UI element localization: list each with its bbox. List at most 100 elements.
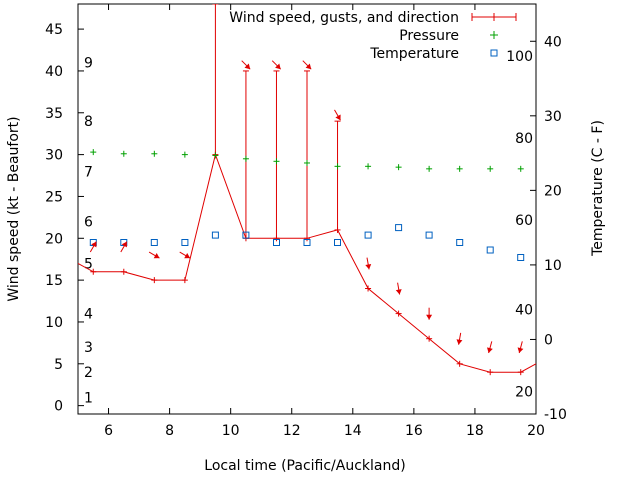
- legend-temperature-sample: [490, 49, 498, 57]
- gust-bar: [212, 4, 219, 155]
- wind-direction-arrows: [89, 60, 524, 354]
- temperature-point: [181, 239, 189, 246]
- y-left-tick-label: 45: [45, 22, 63, 38]
- x-tick-label: 18: [466, 423, 484, 439]
- wind-speed-point: [365, 285, 372, 292]
- y-left-tick-label: 5: [54, 357, 63, 373]
- wind-speed-point: [120, 268, 127, 275]
- pressure-point: [517, 165, 524, 172]
- temperature-point: [395, 224, 403, 232]
- wind-speed-point: [90, 268, 97, 275]
- y-left-tick-label: 30: [45, 148, 63, 164]
- wind-speed-point: [487, 369, 494, 376]
- temperature-point: [517, 254, 525, 261]
- legend-pressure-label: Pressure: [399, 28, 459, 44]
- y-left-tick-label: 0: [54, 399, 63, 415]
- fahrenheit-label: 20: [515, 385, 533, 401]
- wind-speed-point: [181, 277, 188, 284]
- temperature-points: [89, 224, 525, 261]
- temperature-point: [486, 246, 494, 254]
- legend-pressure-sample: [490, 31, 498, 39]
- pressure-point: [90, 149, 97, 156]
- beaufort-label: 6: [84, 215, 93, 231]
- x-tick-label: 6: [104, 423, 113, 439]
- gust-bar: [273, 70, 280, 239]
- wind-speed-point: [517, 369, 524, 376]
- x-tick-label: 8: [165, 423, 174, 439]
- wind-speed-point: [456, 360, 463, 367]
- y-left-tick-label: 20: [45, 231, 63, 247]
- temperature-point: [364, 231, 372, 239]
- temperature-point: [425, 231, 433, 239]
- beaufort-label: 9: [84, 56, 93, 72]
- wind-speed-point: [304, 235, 310, 242]
- wind-direction-arrow: [302, 60, 312, 70]
- wind-direction-arrow: [148, 251, 160, 259]
- x-tick-label: 14: [344, 423, 362, 439]
- y-left-tick-label: 35: [45, 106, 63, 122]
- beaufort-label: 2: [84, 365, 93, 381]
- pressure-point: [456, 165, 463, 172]
- legend-temperature-label: Temperature: [369, 46, 459, 62]
- temperature-point: [273, 239, 280, 246]
- pressure-point: [151, 150, 158, 157]
- fahrenheit-scale: 20 40 60 80 100: [506, 49, 533, 400]
- y-left-tick-label: 25: [45, 189, 63, 205]
- wind-direction-arrow: [334, 109, 341, 121]
- fahrenheit-label: 40: [515, 303, 533, 319]
- y-axis-left-label: Wind speed (kt - Beaufort): [6, 116, 22, 301]
- temperature-point: [150, 239, 158, 246]
- wind-direction-arrow: [89, 241, 97, 253]
- beaufort-label: 8: [84, 114, 93, 130]
- wind-speed-point: [151, 277, 158, 284]
- y-right-tick-label: 40: [544, 34, 562, 50]
- temperature-point: [334, 239, 341, 246]
- wind-direction-arrow: [487, 341, 493, 354]
- pressure-point: [304, 159, 310, 166]
- legend-wind-sample: [471, 13, 517, 21]
- y-axis-left: 0 5 10 15 20 25 30 35 40 45: [45, 22, 84, 415]
- wind-direction-arrow: [456, 332, 463, 345]
- wind-direction-arrow: [517, 341, 524, 354]
- pressure-point: [487, 165, 494, 172]
- beaufort-label: 5: [84, 256, 93, 272]
- x-tick-label: 10: [222, 423, 240, 439]
- y-left-tick-label: 40: [45, 64, 63, 80]
- pressure-point: [365, 163, 372, 170]
- temperature-point: [211, 231, 219, 239]
- legend: Wind speed, gusts, and direction Pressur…: [229, 10, 517, 62]
- y-right-tick-label: 30: [544, 109, 562, 125]
- pressure-point: [181, 151, 188, 158]
- temperature-point: [456, 239, 464, 246]
- x-tick-label: 12: [283, 423, 301, 439]
- plot-frame: [77, 3, 537, 415]
- gust-bar: [334, 120, 341, 230]
- beaufort-label: 1: [84, 390, 93, 406]
- pressure-points: [90, 149, 524, 172]
- wind-speed-point: [334, 226, 341, 233]
- temperature-point: [242, 231, 250, 239]
- gust-bars: [212, 4, 341, 239]
- wind-direction-arrow: [179, 251, 191, 259]
- x-tick-label: 16: [405, 423, 423, 439]
- beaufort-label: 4: [84, 307, 93, 323]
- y-right-tick-label: 0: [544, 332, 553, 348]
- fahrenheit-label: 80: [515, 131, 533, 147]
- beaufort-label: 3: [84, 340, 93, 356]
- fahrenheit-label: 60: [515, 213, 533, 229]
- wind-speed-point: [426, 335, 433, 342]
- y-right-tick-label: 20: [544, 183, 562, 199]
- beaufort-label: 7: [84, 164, 93, 180]
- y-axis-right-label: Temperature (C - F): [590, 120, 606, 257]
- wind-direction-arrow: [365, 257, 372, 270]
- wind-direction-arrow: [271, 60, 282, 70]
- beaufort-scale: 1 2 3 4 5 6 7 8 9: [84, 56, 93, 407]
- legend-wind-label: Wind speed, gusts, and direction: [229, 10, 459, 26]
- y-right-tick-label: 10: [544, 258, 562, 274]
- x-axis: 6 8 10 12 14 16 18 20: [104, 4, 545, 439]
- wind-direction-arrow: [395, 282, 402, 295]
- pressure-point: [212, 152, 219, 159]
- wind-speed-point: [395, 310, 402, 317]
- pressure-point: [120, 150, 127, 157]
